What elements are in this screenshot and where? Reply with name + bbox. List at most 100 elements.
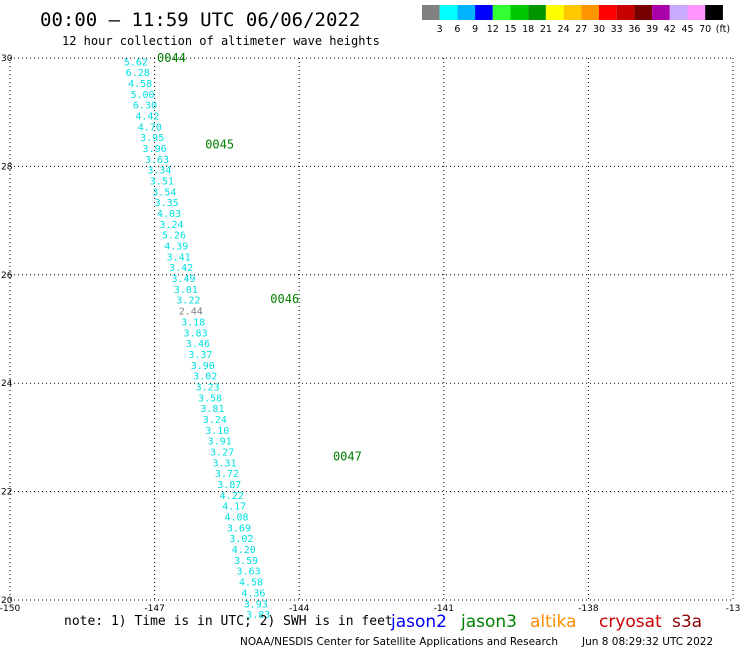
- y-tick-label: 24: [1, 379, 13, 389]
- time-label: 0047: [333, 449, 362, 463]
- swh-value: 3.24: [159, 220, 183, 231]
- legend-label: 9: [472, 24, 478, 35]
- legend-swatch: [687, 5, 706, 20]
- swh-value: 3.10: [205, 426, 229, 437]
- mission-label-cryosat: cryosat: [599, 612, 662, 632]
- swh-value: 4.03: [157, 209, 181, 220]
- swh-value: 3.23: [196, 382, 220, 393]
- swh-value: 3.63: [237, 567, 261, 578]
- legend-label: 27: [575, 24, 587, 35]
- swh-track-points: 5.626.284.585.006.304.424.703.953.963.63…: [124, 57, 271, 621]
- x-tick-label: -141: [434, 604, 454, 614]
- legend-swatch: [616, 5, 635, 20]
- swh-value: 3.95: [140, 133, 164, 144]
- latitude-tick-labels: 20 22 24 26 28 30: [1, 54, 13, 606]
- swh-value: 3.34: [147, 166, 171, 177]
- swh-value: 4.58: [128, 79, 152, 90]
- lat-lon-grid: [9, 57, 734, 601]
- swh-value: 3.27: [210, 447, 234, 458]
- swh-value: 3.01: [174, 285, 198, 296]
- swh-value: 3.59: [234, 556, 258, 567]
- wave-height-color-scale: 3 6 9 12 15 18 21 24 27 30 33 36 39 42 45 70 (ft): [422, 5, 730, 35]
- legend-label: 70: [699, 24, 711, 35]
- legend-label: 15: [504, 24, 516, 35]
- swh-value: 4.58: [239, 578, 263, 589]
- legend-swatch: [599, 5, 617, 20]
- legend-swatch: [563, 5, 582, 20]
- legend-swatch: [705, 5, 723, 20]
- legend-swatch: [475, 5, 493, 20]
- swh-value: 3.69: [227, 523, 251, 534]
- swh-value: 6.28: [126, 68, 150, 79]
- swh-value: 5.26: [162, 231, 186, 242]
- swh-value: 4.20: [232, 545, 256, 556]
- time-label: 0046: [270, 292, 299, 306]
- swh-value: 3.54: [152, 187, 176, 198]
- swh-value: 3.49: [171, 274, 195, 285]
- y-tick-label: 30: [1, 54, 13, 64]
- legend-swatch: [581, 5, 599, 20]
- legend-label: 30: [593, 24, 605, 35]
- legend-swatch: [545, 5, 564, 20]
- y-tick-label: 22: [1, 488, 12, 498]
- legend-label: 12: [487, 24, 499, 35]
- mission-label-s3a: s3a: [672, 612, 702, 632]
- x-tick-label: -138: [578, 604, 599, 614]
- swh-value: 3.83: [184, 328, 208, 339]
- legend-swatch: [510, 5, 529, 20]
- swh-value: 3.02: [229, 534, 253, 545]
- swh-value: 3.72: [215, 469, 239, 480]
- chart-title: 00:00 – 11:59 UTC 06/06/2022: [40, 9, 360, 31]
- legend-label: 39: [646, 24, 658, 35]
- swh-value: 3.96: [143, 144, 167, 155]
- legend-label: 6: [454, 24, 460, 35]
- legend-swatch: [492, 5, 511, 20]
- swh-value: 4.36: [241, 588, 265, 599]
- swh-value: 3.37: [188, 350, 212, 361]
- legend-swatch: [528, 5, 546, 20]
- footer-generated-time: Jun 8 08:29:32 UTC 2022: [581, 636, 713, 648]
- swh-value: 3.02: [193, 372, 217, 383]
- legend-label: 45: [681, 24, 693, 35]
- time-labels: 0044 0045 0046 0047: [157, 51, 362, 463]
- legend-label: (ft): [716, 24, 730, 35]
- mission-label-altika: altika: [530, 612, 577, 632]
- time-label: 0044: [157, 51, 186, 65]
- legend-swatch: [457, 5, 476, 20]
- swh-value: 3.93: [244, 599, 268, 610]
- swh-value: 3.91: [208, 437, 232, 448]
- legend-label: 18: [522, 24, 534, 35]
- swh-value: 3.51: [150, 176, 174, 187]
- swh-value: 3.31: [212, 458, 236, 469]
- legend-label: 36: [628, 24, 640, 35]
- swh-value: 3.24: [203, 415, 227, 426]
- swh-value: 3.22: [176, 296, 200, 307]
- legend-swatch: [439, 5, 458, 20]
- legend-label: 24: [558, 24, 570, 35]
- y-tick-label: 20: [1, 596, 13, 606]
- chart-subtitle: 12 hour collection of altimeter wave hei…: [62, 34, 380, 48]
- swh-value: 3.42: [169, 263, 193, 274]
- swh-value: 3.87: [217, 480, 241, 491]
- swh-value: 3.63: [145, 155, 169, 166]
- longitude-tick-labels: -150 -147 -144 -141 -138 -13: [0, 604, 740, 614]
- swh-value: 4.17: [222, 502, 246, 513]
- swh-value: 5.62: [124, 57, 148, 68]
- mission-legend: jason2 jason3 altika cryosat s3a: [390, 612, 702, 632]
- y-tick-label: 26: [1, 271, 13, 281]
- swh-value: 4.39: [164, 242, 188, 253]
- footer-note: note: 1) Time is in UTC; 2) SWH is in fe…: [64, 614, 393, 629]
- swh-value: 4.42: [135, 111, 159, 122]
- x-tick-label: -144: [289, 604, 310, 614]
- swh-value: 6.30: [133, 101, 157, 112]
- swh-value: 3.35: [155, 198, 179, 209]
- legend-swatch: [669, 5, 688, 20]
- legend-label: 21: [540, 24, 552, 35]
- time-label: 0045: [205, 138, 234, 152]
- legend-swatch: [652, 5, 670, 20]
- swh-value: 3.58: [198, 393, 222, 404]
- y-tick-label: 28: [1, 162, 13, 172]
- x-tick-label: -150: [0, 604, 20, 614]
- swh-value: 4.70: [138, 122, 162, 133]
